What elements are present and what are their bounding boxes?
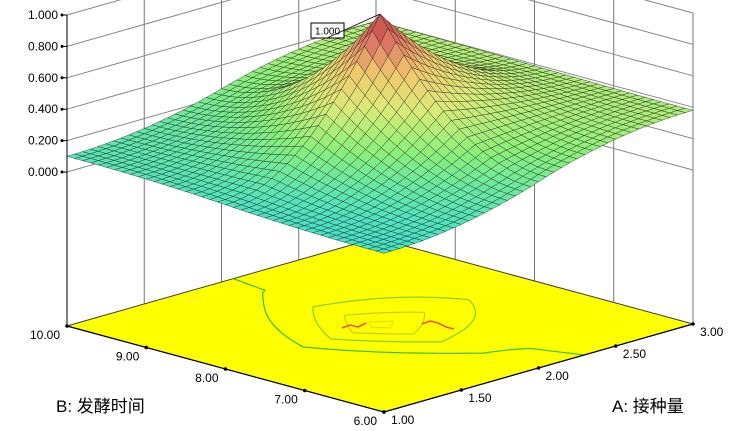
b-axis-title: B: 发酵时间 bbox=[56, 397, 145, 416]
b-tick-label: 7.00 bbox=[274, 393, 298, 407]
b-tick-dot bbox=[223, 367, 228, 371]
a-tick-dot bbox=[691, 322, 695, 326]
wall-grid-line bbox=[66, 0, 343, 79]
z-tick-dot bbox=[60, 13, 64, 17]
z-tick-label: 0.400 bbox=[28, 102, 58, 116]
b-tick-dot bbox=[382, 410, 386, 414]
surface-cell bbox=[375, 248, 393, 254]
contour-floor bbox=[65, 237, 695, 413]
b-tick-label: 9.00 bbox=[116, 350, 140, 364]
contour-line bbox=[312, 296, 477, 343]
z-tick-label: 1.000 bbox=[28, 8, 58, 22]
b-tick-label: 10.00 bbox=[30, 328, 60, 342]
a-tick-label: 1.00 bbox=[391, 413, 415, 427]
surface-mesh bbox=[66, 13, 694, 254]
contour-lines bbox=[151, 238, 693, 370]
wall-grid-line bbox=[411, 0, 694, 77]
b-tick-label: 8.00 bbox=[195, 371, 219, 385]
z-tick-label: 0.800 bbox=[28, 39, 58, 53]
axes-frame bbox=[60, 13, 695, 414]
a-tick-label: 2.50 bbox=[623, 347, 647, 361]
z-tick-label: 0.200 bbox=[28, 134, 58, 148]
b-tick-dot bbox=[65, 324, 69, 328]
b-tick-dot bbox=[144, 345, 149, 350]
contour-line bbox=[343, 311, 426, 335]
contour-line bbox=[151, 238, 693, 370]
a-tick-label: 1.50 bbox=[468, 391, 492, 405]
a-tick-dot bbox=[459, 388, 464, 392]
z-tick-label: 0.600 bbox=[28, 71, 58, 85]
a-tick-label: 3.00 bbox=[700, 325, 724, 339]
z-tick-dot bbox=[60, 76, 64, 80]
peak-label: 1.000 bbox=[315, 27, 340, 38]
contour-line bbox=[368, 320, 394, 329]
peak-contour-mark bbox=[421, 320, 455, 330]
peak-marker: 1.000 bbox=[310, 13, 381, 39]
wall-grid-line bbox=[66, 0, 232, 47]
floor-plane bbox=[65, 237, 695, 413]
peak-contour-mark bbox=[341, 322, 367, 329]
b-tick-label: 6.00 bbox=[354, 414, 378, 428]
wall-grid-line bbox=[527, 0, 694, 45]
tick-labels: 0.000 0.200 0.400 0.600 0.800 1.000 1.00 1.50 2.… bbox=[28, 8, 724, 428]
z-tick-dot bbox=[60, 170, 64, 174]
wall-grid-line bbox=[66, 0, 122, 16]
a-tick-dot bbox=[613, 344, 618, 348]
z-tick-dot bbox=[60, 139, 64, 143]
b-tick-dot bbox=[302, 388, 307, 393]
a-tick-dot bbox=[536, 366, 541, 370]
z-tick-dot bbox=[60, 44, 64, 48]
peak-leader-line bbox=[326, 13, 381, 39]
z-tick-label: 0.000 bbox=[28, 165, 58, 179]
a-axis-title: A: 接种量 bbox=[612, 397, 684, 416]
a-tick-label: 2.00 bbox=[546, 369, 570, 383]
z-tick-dot bbox=[60, 107, 64, 111]
